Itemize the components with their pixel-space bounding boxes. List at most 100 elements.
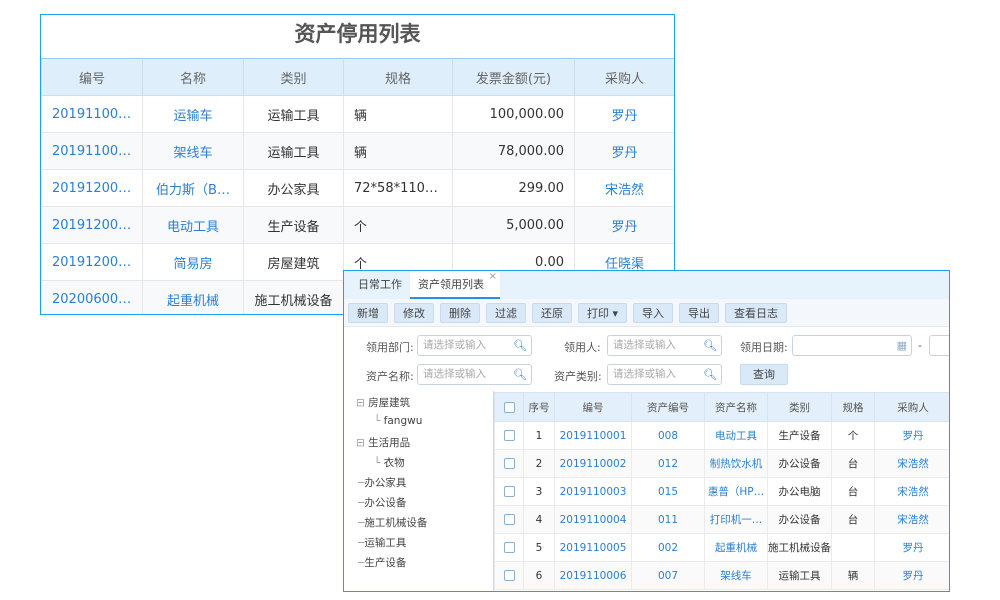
table-row[interactable]: 2019110001 运输车 运输工具辆 100,000.00 罗丹 [41,95,674,133]
table-cell[interactable]: 架线车 [142,132,244,170]
column-header[interactable]: 编号 [554,392,632,422]
checkbox[interactable] [503,542,515,553]
tree-node[interactable]: └ 衣物 [374,455,405,470]
table-cell[interactable]: 2019120002 [41,206,143,244]
tab-asset-usage-list[interactable]: 资产领用列表 × [410,271,500,299]
table-cell[interactable]: 宋浩然 [874,505,949,534]
tree-node[interactable]: ─办公家具 [358,475,406,490]
user-input[interactable]: 请选择或输入 🔍︎ [607,335,722,356]
table-row[interactable]: 6 2019110006 007 架线车 运输工具辆罗丹 [494,561,949,590]
table-cell[interactable]: 宋浩然 [874,449,949,478]
table-cell[interactable]: 2019110001 [41,95,143,133]
column-header[interactable]: 编号 [41,58,143,96]
tree-node[interactable]: ⊟ 房屋建筑 [356,395,410,410]
checkbox[interactable] [503,458,515,469]
table-cell[interactable]: 架线车 [704,561,768,590]
close-icon[interactable]: × [488,271,497,282]
row-checkbox[interactable] [494,533,524,562]
table-row[interactable]: 2019120001 伯力斯（B… 办公家具 72*58*110~1… 299.00 宋浩… [41,169,674,207]
table-cell[interactable]: 罗丹 [574,132,674,170]
search-icon[interactable]: 🔍︎ [703,368,717,381]
column-header[interactable]: 规格 [343,58,453,96]
table-cell[interactable]: 2019120003 [41,243,143,281]
column-header[interactable]: 类别 [243,58,344,96]
table-row[interactable]: 5 2019110005 002 起重机械 施工机械设备 罗丹 [494,533,949,562]
tree-node[interactable]: ⊟ 生活用品 [356,435,410,450]
column-header[interactable]: 资产编号 [631,392,705,422]
toolbar-button[interactable]: 修改 [394,302,434,323]
toolbar-button[interactable]: 删除 [440,302,480,323]
asset-name-input[interactable]: 请选择或输入 🔍︎ [417,364,532,385]
asset-type-input[interactable]: 请选择或输入 🔍︎ [607,364,722,385]
table-cell[interactable]: 2020060001 [41,280,143,314]
toolbar-button[interactable]: 过滤 [486,302,526,323]
toolbar-button[interactable]: 导入 [633,302,674,323]
column-header[interactable]: 序号 [523,392,555,422]
table-cell[interactable]: 运输车 [142,95,244,133]
date-end-input[interactable] [929,335,949,356]
table-cell[interactable]: 罗丹 [574,206,674,244]
table-cell[interactable]: 012 [631,449,705,478]
search-icon[interactable]: 🔍︎ [513,368,527,381]
table-cell[interactable]: 罗丹 [874,533,949,562]
column-header[interactable]: 发票金额(元) [452,58,575,96]
table-cell[interactable]: 2019110002 [554,449,632,478]
tree-connector-icon[interactable]: ⊟ [356,437,369,449]
tree-node[interactable]: ─施工机械设备 [358,515,427,530]
calendar-icon[interactable]: ▦ [896,339,907,352]
query-button[interactable]: 查询 [740,364,788,385]
table-cell[interactable]: 简易房 [142,243,244,281]
tree-node[interactable]: ─生产设备 [358,555,406,570]
table-cell[interactable]: 起重机械 [142,280,244,314]
table-cell[interactable]: 制热饮水机 [704,449,768,478]
checkbox[interactable] [503,514,515,525]
column-header[interactable]: 规格 [831,392,875,422]
column-header[interactable]: 采购人 [574,58,674,96]
table-cell[interactable]: 2019110006 [554,561,632,590]
tab-daily-work[interactable]: 日常工作 [358,278,402,291]
table-row[interactable]: 2019110002 架线车 运输工具辆 78,000.00 罗丹 [41,132,674,170]
table-cell[interactable]: 2019110002 [41,132,143,170]
table-cell[interactable]: 惠普（HP… [704,477,768,506]
tree-node[interactable]: ─办公设备 [358,495,406,510]
toolbar-button[interactable]: 导出 [679,302,720,323]
table-row[interactable]: 1 2019110001 008 电动工具 生产设备个罗丹 [494,421,949,450]
table-row[interactable]: 4 2019110004 011 打印机一… 办公设备台宋浩然 [494,505,949,534]
table-cell[interactable]: 2019120001 [41,169,143,207]
table-row[interactable]: 3 2019110003 015 惠普（HP… 办公电脑台宋浩然 [494,477,949,506]
table-cell[interactable]: 2019110003 [554,477,632,506]
row-checkbox[interactable] [494,477,524,506]
row-checkbox[interactable] [494,421,524,450]
search-icon[interactable]: 🔍︎ [513,339,527,352]
table-cell[interactable]: 罗丹 [574,95,674,133]
toolbar-button[interactable]: 查看日志 [725,302,788,323]
table-cell[interactable]: 伯力斯（B… [142,169,244,207]
column-header[interactable]: 名称 [142,58,244,96]
date-start-input[interactable]: ▦ [792,335,912,356]
toolbar-button[interactable]: 新增 [348,302,388,323]
row-checkbox[interactable] [494,561,524,590]
checkbox[interactable] [503,570,515,581]
row-checkbox[interactable] [494,505,524,534]
tree-connector-icon[interactable]: ⊟ [356,397,369,409]
table-cell[interactable]: 罗丹 [874,561,949,590]
column-header[interactable]: 采购人 [874,392,949,422]
table-row[interactable]: 2019120002 电动工具 生产设备个 5,000.00 罗丹 [41,206,674,244]
table-cell[interactable]: 2019110005 [554,533,632,562]
table-cell[interactable]: 2019110001 [554,421,632,450]
table-cell[interactable]: 打印机一… [704,505,768,534]
toolbar-button[interactable]: 还原 [532,302,572,323]
table-cell[interactable]: 宋浩然 [574,169,674,207]
table-cell[interactable]: 罗丹 [874,421,949,450]
checkbox[interactable] [503,430,515,441]
table-cell[interactable]: 015 [631,477,705,506]
table-cell[interactable]: 起重机械 [704,533,768,562]
column-header[interactable]: 类别 [767,392,832,422]
toolbar-button[interactable]: 打印 ▾ [578,302,628,323]
table-row[interactable]: 2019120003 简易房 房屋建筑个 0.00 任晓渠 [41,243,674,281]
checkbox[interactable] [503,486,515,497]
checkbox[interactable] [503,401,515,413]
table-cell[interactable]: 电动工具 [704,421,768,450]
table-row[interactable]: 2 2019110002 012 制热饮水机 办公设备台宋浩然 [494,449,949,478]
table-cell[interactable]: 宋浩然 [874,477,949,506]
